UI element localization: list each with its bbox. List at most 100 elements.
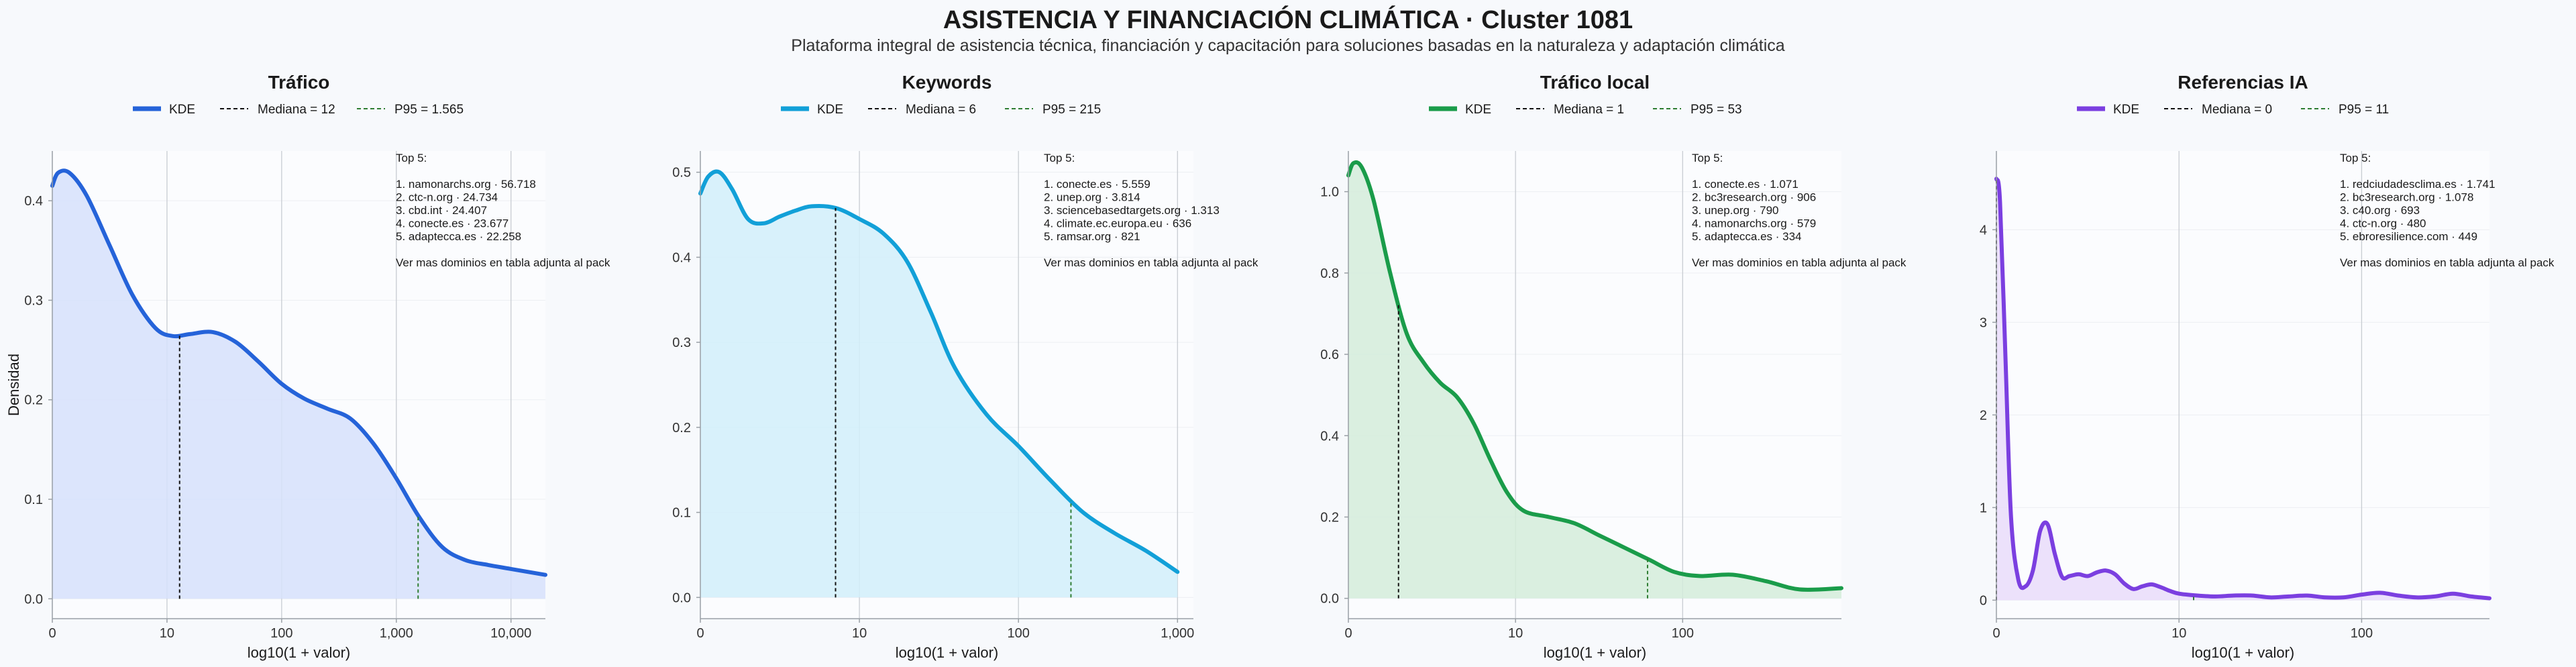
annotation-line: 1. conecte.es · 1.071 — [1692, 178, 1799, 191]
x-tick-label: 100 — [270, 626, 292, 641]
legend-median-label: Mediana = 6 — [906, 103, 976, 117]
kde-area — [1348, 162, 1841, 599]
y-tick-label: 0.8 — [1320, 266, 1339, 281]
legend: KDE Mediana = 12 P95 = 1.565 — [133, 103, 464, 117]
x-tick-label: 10 — [1508, 626, 1523, 641]
panel-title: Referencias IA — [2178, 72, 2308, 93]
legend-kde-label: KDE — [817, 103, 843, 117]
y-tick-label: 0.0 — [1320, 592, 1339, 607]
annotation-line: 4. namonarchs.org · 579 — [1692, 217, 1816, 230]
legend: KDE Mediana = 1 P95 = 53 — [1429, 103, 1742, 117]
y-tick-label: 0.1 — [24, 493, 43, 507]
panel-title: Tráfico local — [1540, 72, 1650, 93]
y-tick-label: 1.0 — [1320, 185, 1339, 200]
legend-median-label: Mediana = 1 — [1554, 103, 1624, 117]
x-tick-label: 10,000 — [490, 626, 531, 641]
annotation-line: Ver mas dominios en tabla adjunta al pac… — [396, 256, 610, 269]
legend-p95-label: P95 = 11 — [2339, 103, 2389, 117]
y-tick-label: 0.4 — [24, 194, 43, 209]
x-tick-label: 10 — [852, 626, 867, 641]
chart-panel-4: Referencias IA KDE Mediana = 0 P95 = 11 0 1 0 1… — [1980, 72, 2555, 661]
annotation-line: 2. bc3research.org · 906 — [1692, 191, 1816, 204]
annotation-line: 5. ebroresilience.com · 449 — [2340, 230, 2477, 243]
annotation-line: Ver mas dominios en tabla adjunta al pac… — [2340, 256, 2555, 269]
chart-panel-2: Keywords KDE Mediana = 6 P95 = 215 0 10 100 1,0… — [672, 72, 1258, 661]
figure-title: ASISTENCIA Y FINANCIACIÓN CLIMÁTICA · Cl… — [943, 5, 1633, 34]
y-tick-label: 0.0 — [672, 591, 691, 605]
kde-line — [50, 168, 547, 577]
annotation-line: 5. adaptecca.es · 334 — [1692, 230, 1802, 243]
x-tick-label: 0 — [1992, 626, 2000, 641]
legend-p95-label: P95 = 215 — [1042, 103, 1101, 117]
y-tick-label: 2 — [1980, 408, 1987, 423]
y-tick-label: 0.0 — [24, 592, 43, 607]
y-tick-label: 0.4 — [672, 250, 691, 265]
annotation-line: 4. climate.ec.europa.eu · 636 — [1044, 217, 1191, 230]
kde-line — [698, 169, 1180, 574]
kde-area — [1996, 178, 2489, 601]
x-axis-label: log10(1 + valor) — [896, 644, 998, 661]
legend-kde-label: KDE — [1465, 103, 1491, 117]
x-axis-label: log10(1 + valor) — [248, 644, 350, 661]
y-tick-label: 0 — [1980, 593, 1987, 608]
y-tick-label: 0.3 — [672, 336, 691, 350]
panel-title: Keywords — [902, 72, 992, 93]
chart-panel-1: Tráfico KDE Mediana = 12 P95 = 1.565 0 10 100 1… — [5, 72, 610, 661]
annotation-line: 5. ramsar.org · 821 — [1044, 230, 1140, 243]
legend-kde-label: KDE — [169, 103, 195, 117]
annotation-line: 2. unep.org · 3.814 — [1044, 191, 1140, 204]
x-axis-label: log10(1 + valor) — [2192, 644, 2294, 661]
y-tick-label: 0.2 — [1320, 510, 1339, 525]
y-axis-label: Densidad — [5, 354, 22, 416]
legend-p95-label: P95 = 1.565 — [394, 103, 464, 117]
annotation-line: Top 5: — [1044, 152, 1075, 164]
x-tick-label: 1,000 — [380, 626, 413, 641]
x-tick-label: 1,000 — [1161, 626, 1194, 641]
panel-title: Tráfico — [268, 72, 330, 93]
y-tick-label: 0.5 — [672, 166, 691, 181]
legend-kde-label: KDE — [2113, 103, 2139, 117]
annotation-line: Top 5: — [1692, 152, 1723, 164]
legend-p95-label: P95 = 53 — [1690, 103, 1742, 117]
y-tick-label: 0.2 — [24, 393, 43, 408]
x-tick-label: 100 — [1008, 626, 1030, 641]
annotation-line: 2. bc3research.org · 1.078 — [2340, 191, 2473, 204]
x-tick-label: 0 — [48, 626, 56, 641]
annotation-line: 4. conecte.es · 23.677 — [396, 217, 508, 230]
plot-area — [1996, 151, 2489, 619]
annotation-line: 3. sciencebasedtargets.org · 1.313 — [1044, 204, 1220, 217]
y-tick-label: 0.4 — [1320, 429, 1339, 444]
chart-panel-3: Tráfico local KDE Mediana = 1 P95 = 53 0 10 10… — [1320, 72, 1907, 661]
x-axis-label: log10(1 + valor) — [1544, 644, 1646, 661]
annotation-line: 1. conecte.es · 5.559 — [1044, 178, 1150, 191]
annotation-line: Ver mas dominios en tabla adjunta al pac… — [1692, 256, 1907, 269]
y-tick-label: 0.6 — [1320, 348, 1339, 362]
legend: KDE Mediana = 6 P95 = 215 — [781, 103, 1101, 117]
y-tick-label: 0.2 — [672, 421, 691, 435]
y-tick-label: 1 — [1980, 501, 1987, 515]
kde-area — [52, 170, 545, 599]
annotation-line: Top 5: — [2340, 152, 2371, 164]
kde-line — [1346, 160, 1843, 592]
annotation-line: Top 5: — [396, 152, 427, 164]
annotation-line: 3. cbd.int · 24.407 — [396, 204, 487, 217]
legend: KDE Mediana = 0 P95 = 11 — [2077, 103, 2389, 117]
x-tick-label: 100 — [2351, 626, 2373, 641]
y-tick-label: 4 — [1980, 223, 1987, 238]
x-tick-label: 10 — [160, 626, 174, 641]
y-tick-label: 3 — [1980, 315, 1987, 330]
y-tick-label: 0.1 — [672, 506, 691, 521]
annotation-line: Ver mas dominios en tabla adjunta al pac… — [1044, 256, 1258, 269]
legend-median-label: Mediana = 12 — [258, 103, 335, 117]
annotation-line: 1. namonarchs.org · 56.718 — [396, 178, 536, 191]
annotation-line: 5. adaptecca.es · 22.258 — [396, 230, 521, 243]
annotation-line: 4. ctc-n.org · 480 — [2340, 217, 2426, 230]
annotation-line: 2. ctc-n.org · 24.734 — [396, 191, 498, 204]
kde-line — [1994, 176, 2491, 601]
legend-median-label: Mediana = 0 — [2202, 103, 2272, 117]
x-tick-label: 0 — [696, 626, 704, 641]
annotation-line: 3. c40.org · 693 — [2340, 204, 2420, 217]
